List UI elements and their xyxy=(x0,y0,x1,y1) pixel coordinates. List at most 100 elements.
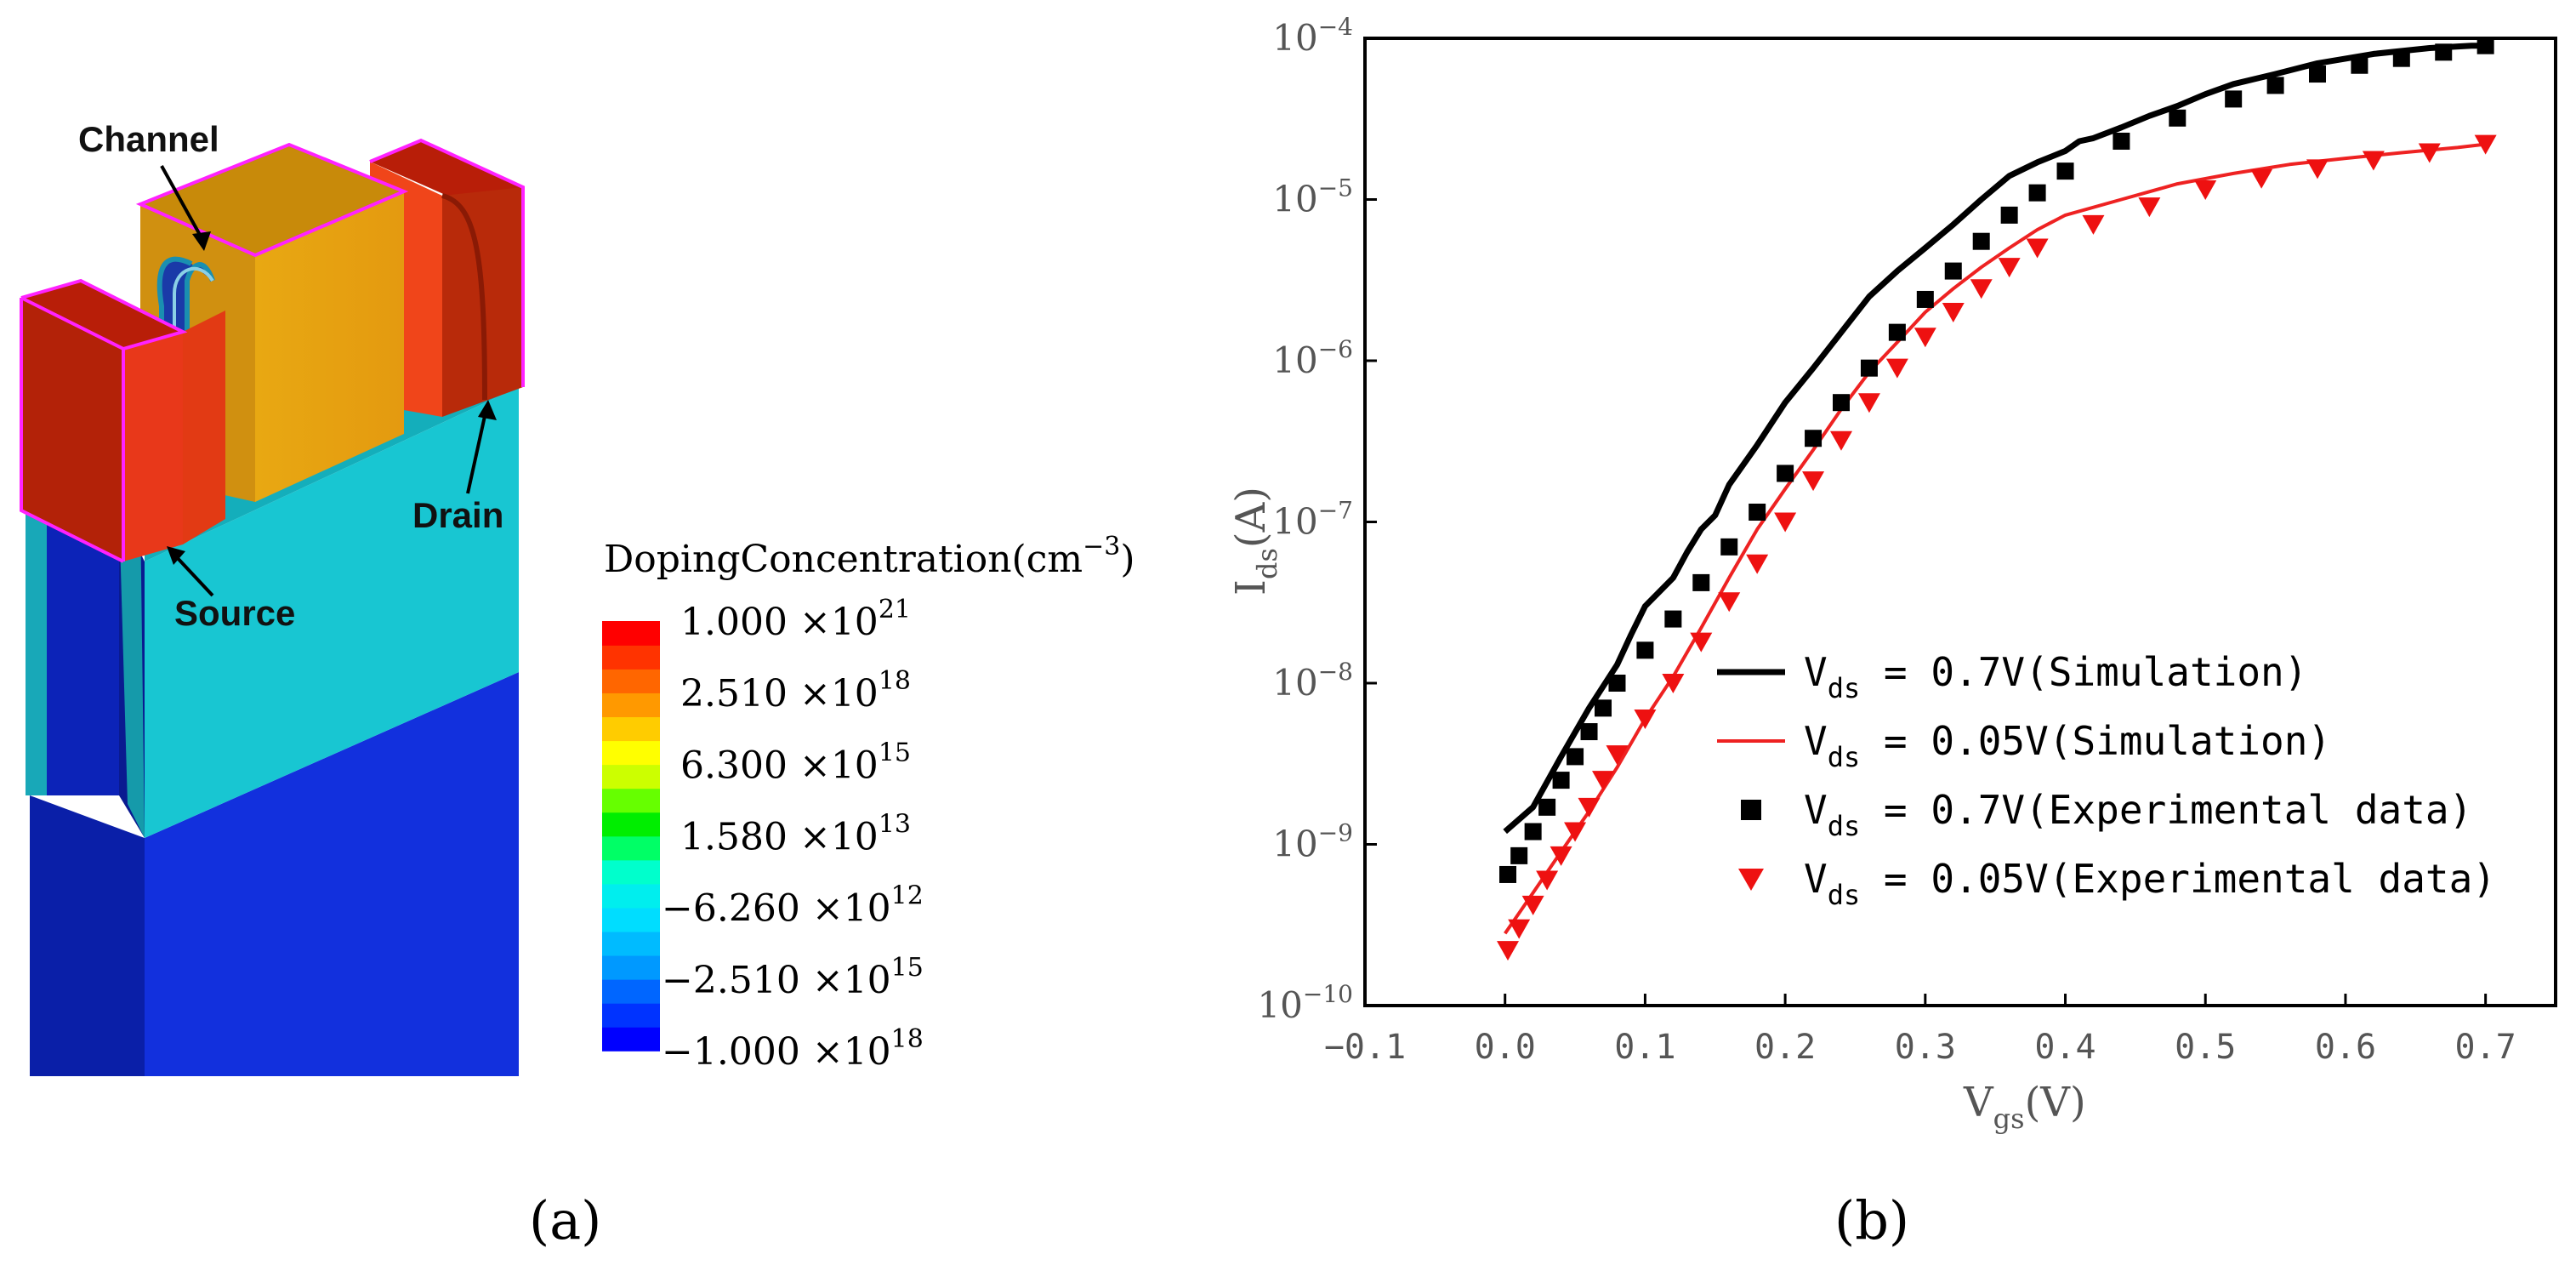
colorbar-swatch xyxy=(602,835,660,861)
legend-square-swatch xyxy=(1741,800,1761,820)
data-point-square xyxy=(2266,77,2284,94)
spacer-block-front xyxy=(145,387,519,838)
colorbar-swatch xyxy=(602,955,660,980)
data-point-square xyxy=(2028,184,2046,202)
spacer-strip-left xyxy=(26,502,47,795)
data-point-square xyxy=(1777,465,1794,482)
source-mid-fill xyxy=(183,311,225,544)
y-tick-label: 10−8 xyxy=(1272,658,1353,704)
data-point-triangle xyxy=(1830,430,1852,451)
data-point-triangle xyxy=(2194,180,2217,200)
drain-outline xyxy=(369,138,525,387)
axis-ticks: −0.1 0.0 0.1 0.2 0.3 0.4 0.5 0.6 0.7 10−4 10−5 10−6… xyxy=(1257,13,2516,1067)
colorbar-title: DopingConcentration(cm−3) xyxy=(604,532,1135,581)
data-point-square xyxy=(1580,723,1598,741)
data-point-triangle xyxy=(1662,674,1685,693)
x-tick-label: 0.7 xyxy=(2455,1028,2516,1067)
data-point-triangle xyxy=(1634,710,1657,730)
data-point-square xyxy=(2225,90,2243,108)
data-point-square xyxy=(2435,43,2453,61)
data-point-triangle xyxy=(1550,846,1572,866)
data-point-triangle xyxy=(1508,919,1531,939)
x-tick-label: 0.6 xyxy=(2315,1028,2376,1067)
x-axis-label: Vgs(V) xyxy=(1963,1079,2086,1135)
source-left xyxy=(21,298,123,561)
data-point-triangle xyxy=(1497,941,1519,961)
data-point-triangle xyxy=(2250,168,2273,189)
colorbar-tick-labels: 1.000 ×1021 2.510 ×1018 6.300 ×1015 1.580 ×… xyxy=(662,595,924,1074)
y-tick-label: 10−10 xyxy=(1257,980,1353,1026)
drain-inner-curve xyxy=(441,193,487,401)
source-arrowhead xyxy=(167,546,185,565)
substrate-front-face xyxy=(145,672,519,1076)
gate-outline xyxy=(135,142,409,258)
channel-annotation: Channel xyxy=(78,119,219,159)
colorbar-swatch xyxy=(602,859,660,885)
colorbar-swatch xyxy=(602,907,660,932)
data-point-square xyxy=(1833,394,1850,412)
colorbar-swatch xyxy=(602,931,660,956)
x-tick-label: 0.3 xyxy=(1895,1028,1956,1067)
colorbar-swatch xyxy=(602,978,660,1004)
data-point-square xyxy=(1595,699,1612,717)
device-3d-view: Channel Source Drain DopingConcentration… xyxy=(20,119,1135,1076)
y-tick-label: 10−7 xyxy=(1272,497,1353,543)
data-point-square xyxy=(1510,846,1528,864)
data-point-triangle xyxy=(2026,238,2049,259)
colorbar-tick-label: −2.510 ×1015 xyxy=(662,953,924,1002)
colorbar-swatch xyxy=(602,788,660,813)
series-line xyxy=(1503,43,2486,835)
data-point-square xyxy=(2392,49,2410,67)
colorbar-swatch xyxy=(602,883,660,909)
y-tick-label: 10−9 xyxy=(1272,819,1353,865)
colorbar-tick-label: 2.510 ×1018 xyxy=(680,666,911,715)
colorbar-swatch xyxy=(602,764,660,789)
data-point-triangle xyxy=(1998,258,2021,278)
data-point-triangle xyxy=(1521,895,1544,915)
y-tick-label: 10−5 xyxy=(1272,174,1353,220)
series-3 xyxy=(1499,37,2494,883)
channel-arrowhead xyxy=(192,231,211,251)
data-point-square xyxy=(1916,290,1934,308)
data-point-square xyxy=(1664,610,1682,628)
y-tick-label: 10−4 xyxy=(1272,13,1353,59)
legend: Vds = 0.7V(Simulation) Vds = 0.05V(Simula… xyxy=(1717,649,2496,911)
data-point-square xyxy=(1692,573,1710,591)
drain-annotation: Drain xyxy=(412,495,503,535)
y-axis-label: Ids(A) xyxy=(1227,487,1283,596)
source-arrow xyxy=(173,553,214,597)
legend-triangle-swatch xyxy=(1738,869,1764,891)
legend-label: Vds = 0.05V(Experimental data) xyxy=(1804,856,2496,911)
spacer-strip-mid xyxy=(119,510,145,838)
colorbar-swatch xyxy=(602,1002,660,1028)
data-point-square xyxy=(2000,206,2018,224)
source-top xyxy=(21,281,183,349)
data-point-triangle xyxy=(2418,143,2441,163)
data-point-square xyxy=(2113,132,2130,150)
data-point-triangle xyxy=(2474,134,2497,155)
channel-liner-inner xyxy=(173,266,214,510)
data-point-square xyxy=(2351,56,2368,74)
x-tick-label: 0.0 xyxy=(1475,1028,1536,1067)
colorbar xyxy=(602,621,660,1052)
data-point-triangle xyxy=(2362,151,2385,171)
data-point-square xyxy=(1538,798,1556,816)
legend-label: Vds = 0.7V(Experimental data) xyxy=(1804,787,2472,842)
colorbar-swatch xyxy=(602,812,660,837)
data-point-triangle xyxy=(1802,471,1825,492)
data-point-square xyxy=(1749,503,1766,521)
data-point-triangle xyxy=(1690,632,1713,653)
data-point-square xyxy=(1608,675,1626,692)
iv-chart: −0.1 0.0 0.1 0.2 0.3 0.4 0.5 0.6 0.7 10−4 10−5 10−6… xyxy=(1227,13,2557,1135)
gate-front xyxy=(255,191,404,502)
data-point-square xyxy=(1552,772,1570,789)
data-point-triangle xyxy=(1578,797,1601,818)
source-annotation: Source xyxy=(174,593,295,633)
substrate-column-left xyxy=(30,510,119,795)
colorbar-swatch xyxy=(602,692,660,718)
data-point-triangle xyxy=(1564,822,1587,842)
colorbar-swatch xyxy=(602,740,660,766)
x-tick-label: −0.1 xyxy=(1324,1028,1406,1067)
data-point-square xyxy=(1636,641,1654,659)
data-point-square xyxy=(2169,109,2186,127)
